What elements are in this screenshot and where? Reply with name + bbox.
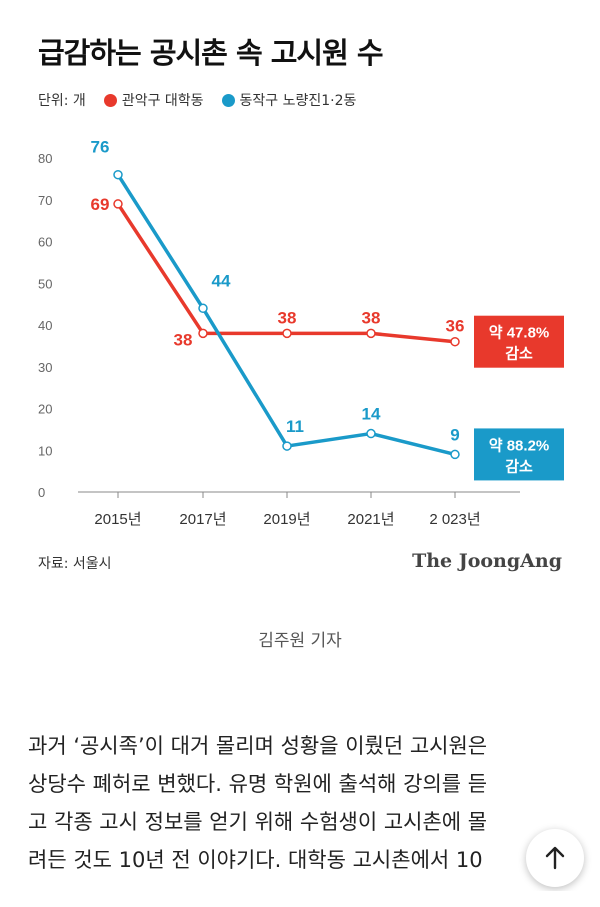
body-line: 고 각종 고시 정보를 얻기 위해 수험생이 고시촌에 몰 — [28, 810, 488, 834]
data-label: 11 — [286, 417, 304, 436]
data-label: 38 — [174, 330, 193, 349]
reduction-badge-text: 약 47.8% — [489, 324, 550, 342]
bottom-safe-area — [0, 891, 600, 907]
data-point — [282, 328, 292, 339]
data-label: 76 — [91, 140, 110, 157]
x-tick-label: 2 023년 — [429, 511, 480, 528]
data-label: 38 — [278, 308, 297, 327]
body-line: 과거 ‘공시족’이 대거 몰리며 성황을 이뤘던 고시원은 — [28, 734, 488, 758]
data-point — [198, 328, 208, 339]
reduction-badge-text: 감소 — [505, 457, 533, 475]
y-tick-label: 20 — [38, 402, 52, 417]
reduction-badge-text: 약 88.2% — [489, 436, 550, 454]
y-tick-label: 50 — [38, 276, 52, 291]
data-point — [366, 428, 376, 439]
data-label: 9 — [450, 425, 459, 444]
reduction-badge — [474, 428, 564, 481]
y-tick-label: 80 — [38, 151, 52, 166]
arrow-up-icon — [545, 846, 565, 870]
legend-dot-gwanak — [103, 93, 117, 107]
scroll-to-top-button[interactable] — [526, 829, 584, 887]
y-tick-label: 60 — [38, 235, 52, 250]
legend-label-dongjak: 동작구 노량진1·2동 — [239, 93, 357, 109]
data-label: 44 — [212, 271, 231, 290]
data-label: 69 — [91, 195, 110, 214]
chart-title: 급감하는 공시촌 속 고시원 수 — [38, 36, 384, 70]
image-caption: 김주원 기자 — [258, 631, 342, 651]
source-note: 자료: 서울시 — [38, 556, 112, 572]
data-point — [450, 336, 460, 347]
line-chart: 0 10 20 30 40 50 60 70 80 2015년 2017년 2019년 2021년 2 0… — [38, 140, 564, 528]
body-line: 려든 것도 10년 전 이야기다. 대학동 고시촌에서 10 — [28, 848, 483, 872]
legend-dot-dongjak — [221, 93, 235, 107]
y-tick-label: 10 — [38, 443, 52, 458]
y-tick-label: 30 — [38, 360, 52, 375]
data-label: 36 — [446, 317, 465, 336]
article-body: 과거 ‘공시족’이 대거 몰리며 성황을 이뤘던 고시원은 상당수 폐허로 변했… — [28, 727, 576, 879]
body-line: 상당수 폐허로 변했다. 유명 학원에 출석해 강의를 듣 — [28, 772, 488, 796]
data-point — [113, 169, 123, 180]
x-tick-label: 2021년 — [347, 511, 394, 528]
data-point — [450, 449, 460, 460]
brand-logo: The JoongAng — [412, 550, 562, 572]
x-tick-label: 2015년 — [94, 511, 141, 528]
data-point — [366, 328, 376, 339]
data-point — [282, 441, 292, 451]
data-label: 14 — [362, 405, 381, 424]
reduction-badge-text: 감소 — [505, 345, 533, 363]
data-label: 38 — [362, 308, 381, 327]
x-tick-label: 2017년 — [179, 511, 226, 528]
unit-label: 단위: 개 — [38, 93, 86, 109]
data-point — [198, 303, 208, 314]
legend-label-gwanak: 관악구 대학동 — [121, 93, 204, 109]
y-tick-label: 0 — [38, 485, 45, 500]
y-tick-label: 70 — [38, 193, 52, 208]
reduction-badge — [474, 315, 564, 368]
x-tick-label: 2019년 — [263, 511, 310, 528]
data-point — [113, 199, 123, 209]
chart-legend: 단위: 개 관악구 대학동 동작구 노량진1·2동 — [38, 90, 356, 110]
y-tick-label: 40 — [38, 318, 52, 333]
